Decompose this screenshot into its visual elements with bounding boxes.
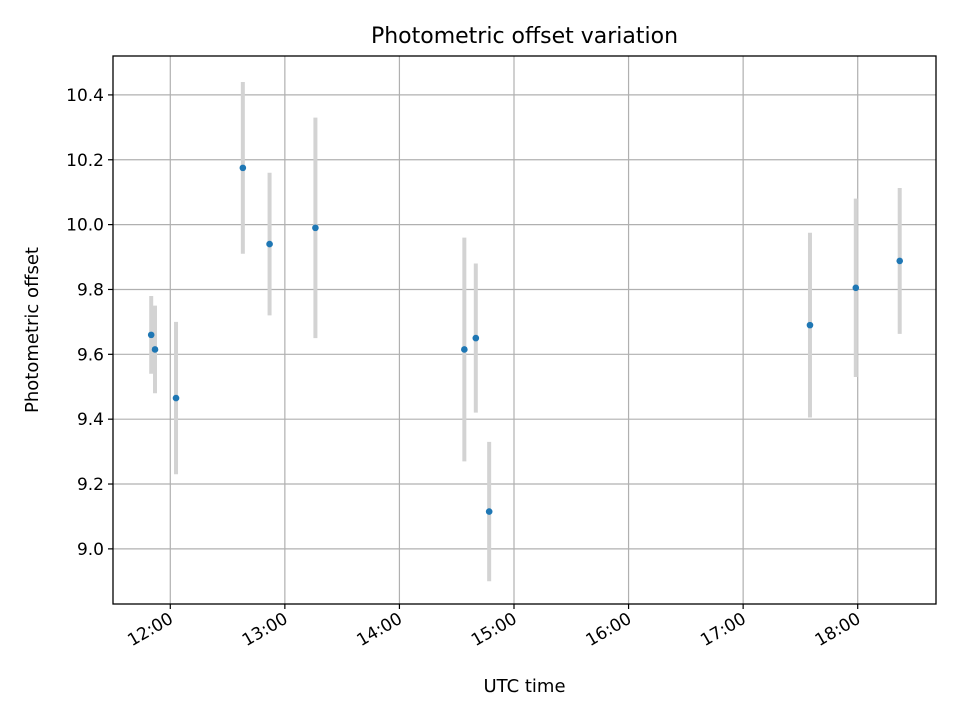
y-tick-label: 9.0 [77,540,104,560]
y-tick-label: 9.2 [77,475,104,495]
data-point [485,508,493,515]
data-point [151,346,159,353]
data-point [266,240,273,248]
x-tick-label: 17:00 [697,609,749,651]
error-bars [149,81,902,582]
y-tick-label: 9.6 [77,345,104,365]
x-tick-label: 16:00 [583,609,635,651]
x-tick-label: 18:00 [812,609,864,651]
y-tick-label: 9.4 [77,410,104,430]
data-point [239,164,247,172]
data-point [461,346,468,353]
data-point [147,331,155,339]
plot-frame [112,55,937,605]
x-tick-label: 12:00 [124,609,176,651]
y-tick-label: 10.4 [66,86,104,106]
x-tick-label: 15:00 [468,609,520,651]
data-point [806,321,814,329]
y-axis-label: Photometric offset [22,247,43,413]
y-tick-label: 9.8 [77,280,104,300]
x-tick-label: 13:00 [239,609,291,651]
data-point [852,284,860,292]
data-point [312,224,319,232]
x-tick-label: 14:00 [353,609,405,651]
y-tick-label: 10.2 [66,151,104,171]
data-point [896,257,904,265]
data-point [172,394,180,402]
x-axis-label: UTC time [483,676,565,697]
data-points [147,164,904,515]
data-point [472,334,480,342]
y-tick-label: 10.0 [66,216,104,236]
chart-title: Photometric offset variation [371,24,678,49]
grid-lines [113,56,936,604]
